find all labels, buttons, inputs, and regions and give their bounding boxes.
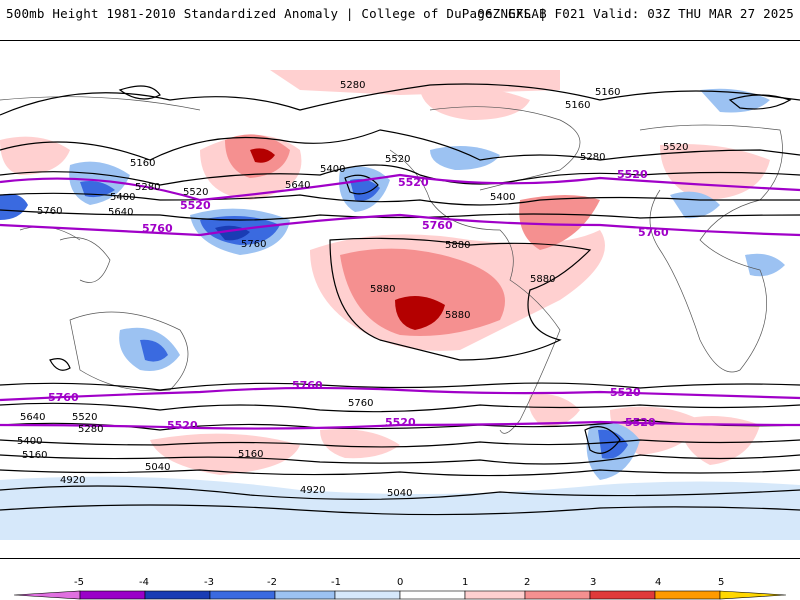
- colorbar-segment: [589, 590, 656, 600]
- contour-label: 5040: [387, 488, 412, 499]
- contour-label: 5880: [445, 240, 470, 251]
- colorbar-segment: [464, 590, 526, 600]
- highlight-label: 5520: [617, 168, 648, 181]
- highlight-label: 5520: [610, 386, 641, 399]
- highlight-label: 5520: [167, 419, 198, 432]
- colorbar-tick: -2: [267, 577, 277, 588]
- contour-label: 4920: [60, 475, 85, 486]
- colorbar: -5 -4 -3 -2 -1 0 1 2 3 4 5: [13, 577, 787, 600]
- highlight-label: 5760: [292, 379, 323, 392]
- contour-label: 4920: [300, 485, 325, 496]
- highlight-labels: 5520 5760 5520 5760 5520 5760 5760 5760 …: [48, 168, 669, 432]
- colorbar-tick: -5: [74, 577, 84, 588]
- contour-label: 5880: [530, 274, 555, 285]
- coastlines: [0, 96, 783, 434]
- contour-label: 5520: [183, 187, 208, 198]
- contour-labels: 5280 5160 5160 5520 5280 5400 5160 5280 …: [17, 80, 688, 499]
- colorbar-segment: [399, 590, 466, 600]
- highlight-label: 5760: [422, 219, 453, 232]
- contour-label: 5520: [385, 154, 410, 165]
- map-title: 500mb Height 1981-2010 Standardized Anom…: [6, 6, 547, 21]
- contour-label: 5640: [20, 412, 45, 423]
- contour-label: 5640: [285, 180, 310, 191]
- colorbar-tick: 3: [590, 577, 596, 588]
- colorbar-arrow-right: [719, 590, 787, 600]
- contour-label: 5640: [108, 207, 133, 218]
- height-contours: [0, 83, 800, 516]
- highlight-label: 5760: [48, 391, 79, 404]
- colorbar-segment: [144, 590, 211, 600]
- map-frame: [0, 40, 800, 559]
- contour-label: 5520: [72, 412, 97, 423]
- colorbar-tick: -4: [139, 577, 149, 588]
- contour-label: 5760: [348, 398, 373, 409]
- colorbar-segment: [79, 590, 146, 600]
- colorbar-segment: [209, 590, 276, 600]
- contour-label: 5280: [135, 182, 160, 193]
- contour-label: 5520: [663, 142, 688, 153]
- contour-label: 5400: [320, 164, 345, 175]
- colorbar-tick: 1: [462, 577, 468, 588]
- contour-label: 5160: [130, 158, 155, 169]
- contour-label: 5760: [37, 206, 62, 217]
- colorbar-segment: [274, 590, 336, 600]
- contour-label: 5040: [145, 462, 170, 473]
- contour-label: 5160: [22, 450, 47, 461]
- contour-label: 5400: [490, 192, 515, 203]
- highlight-contours: [0, 173, 800, 430]
- contour-label: 5160: [595, 87, 620, 98]
- contour-label: 5880: [445, 310, 470, 321]
- highlight-label: 5520: [180, 199, 211, 212]
- colorbar-tick: -3: [204, 577, 214, 588]
- contour-label: 5760: [241, 239, 266, 250]
- contour-label: 5280: [340, 80, 365, 91]
- contour-label: 5160: [565, 100, 590, 111]
- highlight-label: 5520: [385, 416, 416, 429]
- contour-label: 5280: [580, 152, 605, 163]
- run-info: 06Z GFS | F021 Valid: 03Z THU MAR 27 202…: [477, 6, 794, 21]
- colorbar-tick: 2: [524, 577, 530, 588]
- anomaly-shading: [0, 70, 800, 540]
- colorbar-arrow-left: [13, 590, 81, 600]
- contour-label: 5400: [110, 192, 135, 203]
- contour-label: 5280: [78, 424, 103, 435]
- highlight-label: 5760: [638, 226, 669, 239]
- highlight-label: 5760: [142, 222, 173, 235]
- colorbar-segment: [334, 590, 401, 600]
- contour-label: 5400: [17, 436, 42, 447]
- colorbar-tick: -1: [331, 577, 341, 588]
- colorbar-segment: [524, 590, 591, 600]
- colorbar-tick: 5: [718, 577, 724, 588]
- highlight-label: 5520: [398, 176, 429, 189]
- header: 500mb Height 1981-2010 Standardized Anom…: [0, 0, 800, 40]
- colorbar-tick: 0: [397, 577, 403, 588]
- highlight-label: 5520: [625, 416, 656, 429]
- colorbar-tick: 4: [655, 577, 661, 588]
- colorbar-segment: [654, 590, 721, 600]
- contour-label: 5160: [238, 449, 263, 460]
- contour-label: 5880: [370, 284, 395, 295]
